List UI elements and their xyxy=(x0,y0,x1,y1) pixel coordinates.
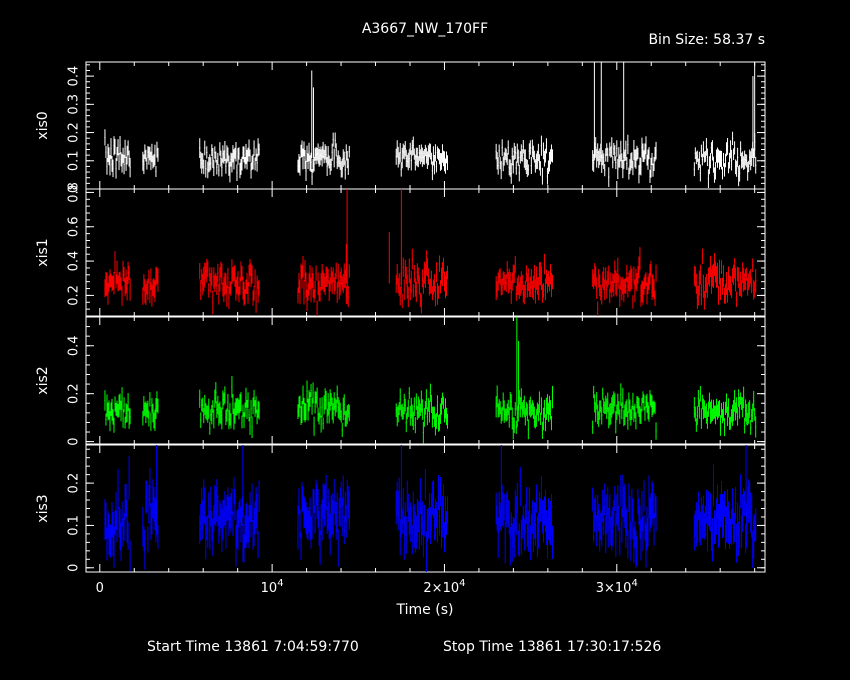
x-tick-exponent: 4 xyxy=(277,578,283,589)
y-tick-label: 0 xyxy=(67,437,82,445)
y-tick-label: 0.4 xyxy=(67,66,82,87)
y-tick-label: 0 xyxy=(67,564,82,572)
panel-xis0: 0 0.1 0.2 0.3 0.4 xis0 xyxy=(35,61,766,193)
series-xis3 xyxy=(104,445,757,572)
y-tick-label: 0.2 xyxy=(67,122,82,143)
panel-frame xyxy=(85,316,766,445)
start-time-label: Start Time 13861 7:04:59:770 xyxy=(147,639,359,655)
x-tick-exponent: 4 xyxy=(459,578,465,589)
y-tick-label: 0 xyxy=(67,185,82,193)
stop-time-label: Stop Time 13861 17:30:17:526 xyxy=(443,639,661,655)
panels: 0 0.1 0.2 0.3 0.4 xis0 0.2 0.4 0.6 0.8 xis1 0 0.2 0.4… xyxy=(35,61,766,573)
chart-title: A3667_NW_170FF xyxy=(362,21,488,37)
x-tick-label: 2×104 xyxy=(423,578,465,596)
x-tick-label: 3×104 xyxy=(596,578,638,596)
x-tick-label: 0 xyxy=(96,581,104,596)
y-tick-label: 0.2 xyxy=(67,383,82,404)
panel-xis3: 0 0.1 0.2 xis3 xyxy=(35,444,766,573)
y-tick-label: 0.1 xyxy=(67,150,82,171)
panel-label-xis3: xis3 xyxy=(35,494,51,522)
panel-label-xis0: xis0 xyxy=(35,111,51,139)
panel-label-xis1: xis1 xyxy=(35,238,51,266)
x-tick-exponent: 4 xyxy=(631,578,637,589)
y-tick-label: 0.2 xyxy=(67,473,82,494)
series-xis1 xyxy=(104,189,757,316)
y-tick-label: 0.4 xyxy=(67,251,82,272)
series-xis0 xyxy=(104,62,757,189)
panel-xis1: 0.2 0.4 0.6 0.8 xis1 xyxy=(35,182,766,317)
y-tick-label: 0.3 xyxy=(67,94,82,115)
y-tick-label: 0.6 xyxy=(67,216,82,237)
y-tick-label: 0.2 xyxy=(67,285,82,306)
y-tick-label: 0.8 xyxy=(67,182,82,203)
panel-frame xyxy=(85,188,766,317)
panel-label-xis2: xis2 xyxy=(35,366,51,394)
y-tick-label: 0.4 xyxy=(67,335,82,356)
x-axis-label: Time (s) xyxy=(396,602,454,618)
panel-xis2: 0 0.2 0.4 xis2 xyxy=(35,316,766,446)
bin-size-label: Bin Size: 58.37 s xyxy=(648,32,765,48)
y-tick-label: 0.1 xyxy=(67,515,82,536)
series-xis2 xyxy=(104,317,757,444)
